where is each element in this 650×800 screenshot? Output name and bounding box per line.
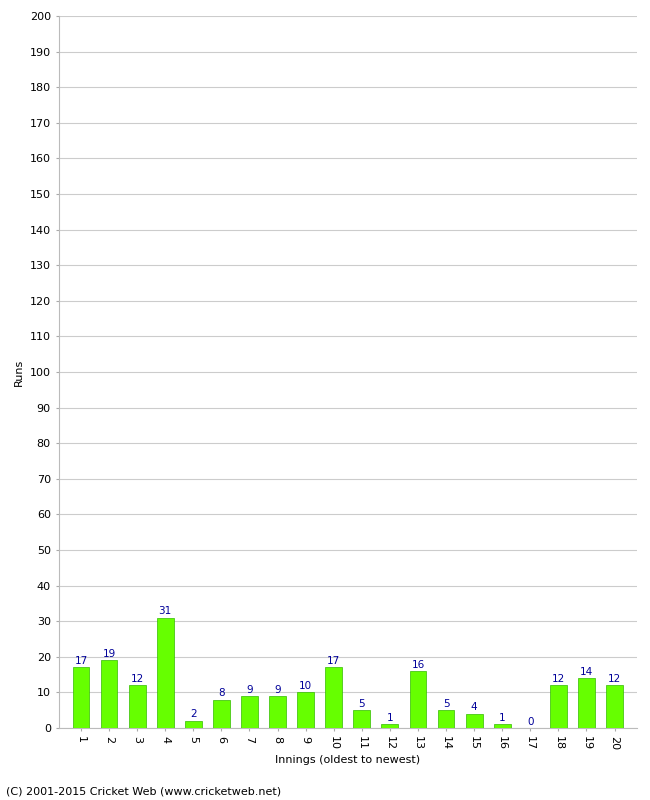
Text: 19: 19 (103, 649, 116, 659)
Bar (606, 686, 623, 728)
Bar (465, 714, 482, 728)
Bar (185, 721, 202, 728)
Bar (297, 693, 314, 728)
Y-axis label: Runs: Runs (14, 358, 24, 386)
Bar (578, 678, 595, 728)
Text: 5: 5 (359, 698, 365, 709)
Bar (382, 725, 398, 728)
Bar (101, 660, 118, 728)
Bar (437, 710, 454, 728)
Text: 10: 10 (299, 681, 312, 691)
X-axis label: Innings (oldest to newest): Innings (oldest to newest) (275, 755, 421, 766)
Text: 4: 4 (471, 702, 478, 712)
Text: 17: 17 (74, 656, 88, 666)
Bar (494, 725, 511, 728)
Text: (C) 2001-2015 Cricket Web (www.cricketweb.net): (C) 2001-2015 Cricket Web (www.cricketwe… (6, 786, 281, 796)
Text: 17: 17 (327, 656, 341, 666)
Bar (157, 618, 174, 728)
Text: 12: 12 (608, 674, 621, 684)
Bar (241, 696, 258, 728)
Text: 31: 31 (159, 606, 172, 616)
Text: 12: 12 (131, 674, 144, 684)
Text: 1: 1 (499, 713, 506, 723)
Bar (269, 696, 286, 728)
Text: 14: 14 (580, 666, 593, 677)
Text: 8: 8 (218, 688, 225, 698)
Bar (325, 667, 342, 728)
Bar (410, 671, 426, 728)
Bar (354, 710, 370, 728)
Text: 5: 5 (443, 698, 449, 709)
Bar (550, 686, 567, 728)
Bar (129, 686, 146, 728)
Text: 0: 0 (527, 717, 534, 726)
Text: 2: 2 (190, 710, 196, 719)
Bar (73, 667, 90, 728)
Bar (213, 699, 230, 728)
Text: 12: 12 (552, 674, 565, 684)
Text: 9: 9 (246, 685, 253, 694)
Text: 1: 1 (387, 713, 393, 723)
Text: 16: 16 (411, 660, 424, 670)
Text: 9: 9 (274, 685, 281, 694)
